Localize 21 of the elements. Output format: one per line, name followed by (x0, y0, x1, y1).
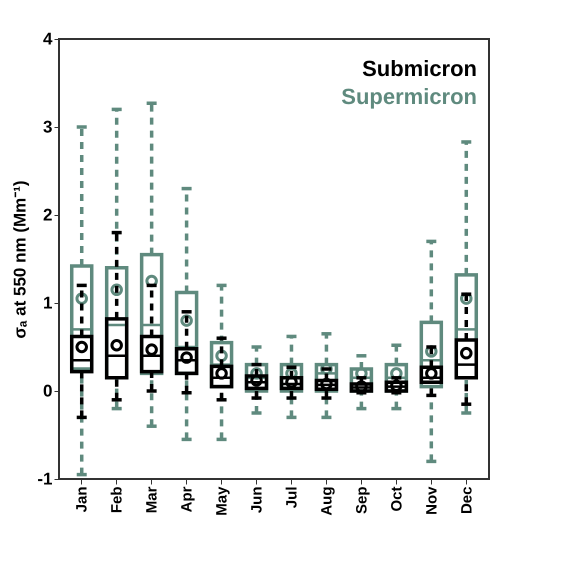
x-tick-label: Sep (353, 486, 370, 514)
x-tick-label: Jan (74, 486, 91, 512)
x-tick-label: Dec (458, 486, 476, 514)
x-tick-label: Apr (178, 486, 196, 512)
y-tick-label: -1 (37, 470, 52, 488)
x-tick-label: Aug (318, 486, 336, 516)
y-tick-label: 1 (43, 294, 52, 312)
text: Supermicron (341, 84, 477, 109)
x-tick-label: Nov (423, 486, 440, 515)
x-tick-label: Mar (144, 486, 161, 514)
y-tick-label: 2 (43, 206, 52, 224)
text: Submicron (362, 56, 477, 81)
y-tick-label: 0 (43, 382, 52, 400)
x-tick-label: Jun (248, 486, 266, 514)
x-tick-label: Oct (388, 486, 406, 512)
y-axis-title: σₐ at 550 nm (Mm⁻¹) (10, 180, 30, 339)
x-tick-label: Feb (108, 486, 126, 514)
y-tick-label: 4 (43, 30, 54, 48)
y-tick-label: 3 (43, 118, 52, 136)
x-tick-label: Jul (283, 486, 300, 508)
x-tick-label: May (214, 486, 231, 516)
